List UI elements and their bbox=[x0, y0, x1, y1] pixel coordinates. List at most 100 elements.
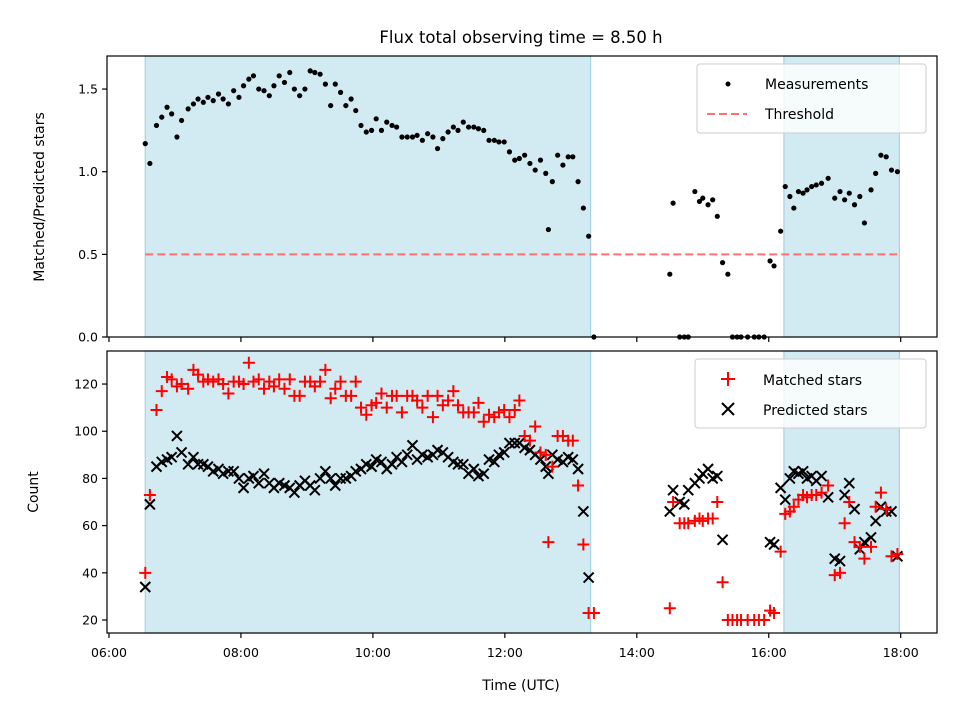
measurement-point bbox=[846, 190, 852, 196]
measurement-point bbox=[565, 154, 571, 160]
predicted-star-point bbox=[175, 446, 188, 459]
legend-threshold-label: Threshold bbox=[764, 107, 834, 123]
measurement-point bbox=[795, 188, 802, 195]
matched-star-point bbox=[360, 408, 373, 421]
predicted-star-point bbox=[834, 555, 846, 567]
matched-star-point bbox=[349, 375, 362, 388]
measurement-point bbox=[545, 226, 551, 233]
predicted-star-point bbox=[288, 486, 301, 499]
measurement-point bbox=[343, 102, 349, 109]
measurement-point bbox=[522, 152, 528, 158]
measurement-point bbox=[705, 202, 711, 208]
x-tick-label: 14:00 bbox=[619, 645, 655, 660]
measurement-point bbox=[169, 111, 175, 117]
matched-star-point bbox=[267, 380, 280, 393]
measurement-point bbox=[851, 202, 858, 208]
shaded-interval bbox=[144, 55, 592, 338]
chart-title: Flux total observing time = 8.50 h bbox=[379, 28, 662, 47]
predicted-star-point bbox=[784, 472, 796, 485]
matched-star-point bbox=[838, 517, 851, 530]
measurement-point bbox=[353, 107, 359, 114]
matched-star-point bbox=[787, 500, 800, 513]
top-x-axis-ticks bbox=[108, 337, 902, 342]
measurement-point bbox=[804, 187, 810, 193]
measurement-point bbox=[404, 134, 410, 140]
measurement-point bbox=[471, 124, 477, 130]
measurement-point bbox=[782, 183, 788, 190]
matched-star-point bbox=[467, 406, 480, 419]
measurement-point bbox=[373, 116, 379, 122]
measurement-point bbox=[883, 154, 889, 160]
matched-star-point bbox=[815, 486, 828, 499]
predicted-star-point bbox=[314, 472, 326, 485]
legend-matched-label: Matched stars bbox=[763, 373, 862, 389]
measurement-point bbox=[450, 124, 456, 130]
matched-star-point bbox=[182, 382, 195, 395]
measurement-point bbox=[307, 68, 313, 74]
matched-star-point bbox=[314, 375, 327, 388]
measurement-point bbox=[210, 98, 216, 104]
matched-star-point bbox=[663, 602, 676, 615]
measurement-point bbox=[455, 127, 461, 133]
matched-star-point bbox=[865, 540, 878, 553]
measurement-point bbox=[549, 179, 555, 185]
measurement-point bbox=[368, 127, 375, 133]
predicted-star-point bbox=[858, 536, 871, 548]
measurement-point bbox=[813, 182, 819, 188]
measurement-point bbox=[501, 139, 507, 145]
measurement-point bbox=[475, 126, 482, 132]
measurement-point bbox=[266, 93, 272, 99]
predicted-star-point bbox=[406, 439, 419, 452]
measurement-point bbox=[302, 86, 308, 92]
bottom-y-tick-label: 120 bbox=[74, 377, 98, 392]
top-y-tick-label: 1.5 bbox=[78, 82, 98, 97]
measurement-point bbox=[725, 271, 731, 277]
matched-star-point bbox=[523, 434, 536, 447]
matched-star-point bbox=[278, 382, 291, 395]
measurement-point bbox=[220, 96, 226, 102]
predicted-star-point bbox=[324, 472, 337, 485]
matched-star-point bbox=[682, 517, 695, 530]
predicted-star-point bbox=[711, 470, 724, 482]
measurement-point bbox=[378, 127, 385, 133]
predicted-star-point bbox=[139, 581, 151, 593]
predicted-star-point bbox=[468, 463, 480, 475]
measurement-point bbox=[878, 152, 884, 158]
matched-star-point bbox=[452, 399, 465, 412]
matched-star-point bbox=[192, 368, 205, 381]
predicted-star-point bbox=[187, 451, 200, 463]
measurement-point bbox=[710, 197, 716, 203]
measurement-points-layer bbox=[142, 68, 901, 340]
bottom-y-tick-label: 40 bbox=[82, 565, 98, 580]
matched-star-point bbox=[508, 403, 521, 416]
bottom-legend-frame bbox=[694, 358, 927, 429]
matched-star-point bbox=[319, 363, 332, 376]
measurement-point bbox=[147, 160, 153, 167]
x-tick-label: 12:00 bbox=[487, 645, 523, 660]
measurement-point bbox=[190, 101, 197, 107]
predicted-star-point bbox=[865, 531, 877, 544]
measurement-point bbox=[537, 157, 544, 163]
measurement-point bbox=[409, 134, 416, 140]
predicted-star-point bbox=[253, 477, 265, 489]
matched-star-point bbox=[716, 576, 729, 589]
predicted-star-point bbox=[258, 468, 270, 480]
matched-star-point bbox=[774, 545, 787, 558]
measurement-point bbox=[312, 69, 318, 76]
top-plot-frame bbox=[106, 55, 938, 338]
matched-star-point bbox=[258, 382, 271, 395]
measurement-point bbox=[670, 200, 676, 206]
predicted-star-point bbox=[309, 484, 321, 496]
top-legend: Measurements Threshold bbox=[696, 63, 927, 134]
matched-star-point bbox=[273, 373, 286, 386]
matched-star-point bbox=[483, 408, 496, 421]
predicted-star-point bbox=[768, 538, 780, 551]
top-y-tick-label: 0.5 bbox=[78, 247, 98, 262]
predicted-star-point bbox=[577, 505, 590, 518]
measurement-point bbox=[555, 152, 561, 158]
measurement-point bbox=[153, 122, 160, 129]
top-legend-frame bbox=[696, 63, 927, 134]
matched-star-point bbox=[165, 373, 178, 386]
measurement-point bbox=[868, 187, 874, 193]
